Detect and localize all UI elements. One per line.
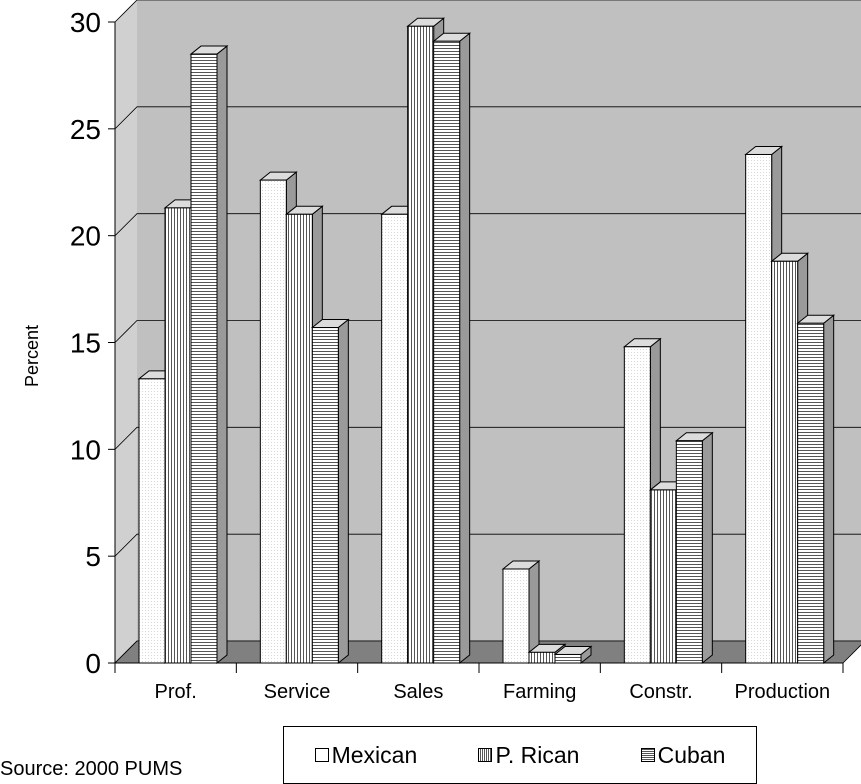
bar-front [675, 440, 703, 664]
legend-swatch-mexican [314, 748, 329, 762]
legend: Mexican P. Rican Cuban [283, 726, 757, 784]
bar-front [745, 153, 773, 664]
bar-side [216, 45, 228, 665]
y-tick-label: 0 [85, 648, 101, 679]
y-tick-label: 30 [70, 7, 101, 38]
bar-cuban-prof [189, 45, 229, 665]
bar-front [138, 378, 166, 664]
x-tick-label: Constr. [629, 681, 692, 703]
bar-front [381, 213, 409, 664]
legend-item-mexican: Mexican [314, 741, 418, 769]
bar-mexican-farming [501, 559, 541, 665]
legend-swatch-p-rican [478, 748, 493, 762]
source-note: Source: 2000 PUMS [0, 758, 183, 780]
bar-front [554, 653, 582, 664]
legend-swatch-cuban [640, 748, 655, 762]
bar-front [433, 40, 461, 664]
bar-front [797, 322, 825, 664]
legend-item-p-rican: P. Rican [478, 742, 579, 769]
legend-label-p-rican: P. Rican [495, 741, 580, 768]
gridline [114, 320, 861, 343]
bar-cuban-constr [674, 431, 714, 665]
bar-side [701, 431, 713, 665]
gridline [114, 533, 861, 557]
legend-label-cuban: Cuban [657, 741, 726, 768]
bar-front [285, 213, 313, 664]
bar-cuban-production [796, 314, 836, 665]
y-tick-label: 5 [85, 541, 101, 572]
gridline [114, 426, 861, 450]
x-tick-label: Farming [503, 681, 576, 703]
gridline [114, 0, 861, 23]
bar-front [311, 327, 339, 664]
bar-front [771, 260, 799, 664]
gridline [114, 106, 861, 130]
y-tick-label: 15 [70, 328, 101, 359]
bar-cuban-farming [553, 645, 593, 665]
bar-cuban-sales [432, 32, 472, 665]
gridline [114, 213, 861, 236]
bar-front [190, 53, 218, 664]
bar-front [623, 346, 651, 664]
y-tick-label: 25 [70, 114, 101, 145]
y-tick-label: 20 [70, 221, 101, 252]
legend-item-cuban: Cuban [640, 741, 726, 769]
legend-label-mexican: Mexican [331, 741, 418, 768]
x-tick-label: Service [264, 681, 331, 703]
bar-side [337, 318, 349, 665]
bar-front [164, 207, 192, 664]
bar-side [823, 314, 835, 665]
x-tick-label: Prof. [155, 681, 197, 703]
bar-front [649, 489, 677, 664]
bars [137, 17, 836, 665]
x-tick-label: Sales [393, 681, 443, 703]
y-tick-label: 10 [70, 434, 101, 465]
bar-side [459, 32, 471, 665]
y-axis-label: Percent [22, 325, 42, 387]
x-axis-ticks: Prof. Service Sales Farming Constr. Productio… [114, 663, 844, 703]
bar-front [407, 25, 435, 664]
bar-cuban-service [310, 318, 350, 665]
x-tick-label: Production [735, 681, 831, 703]
y-axis-ticks: 0 5 10 15 20 25 30 [70, 7, 115, 679]
bar-front [502, 568, 530, 664]
bar-front [259, 179, 287, 664]
bar-front [528, 651, 556, 664]
